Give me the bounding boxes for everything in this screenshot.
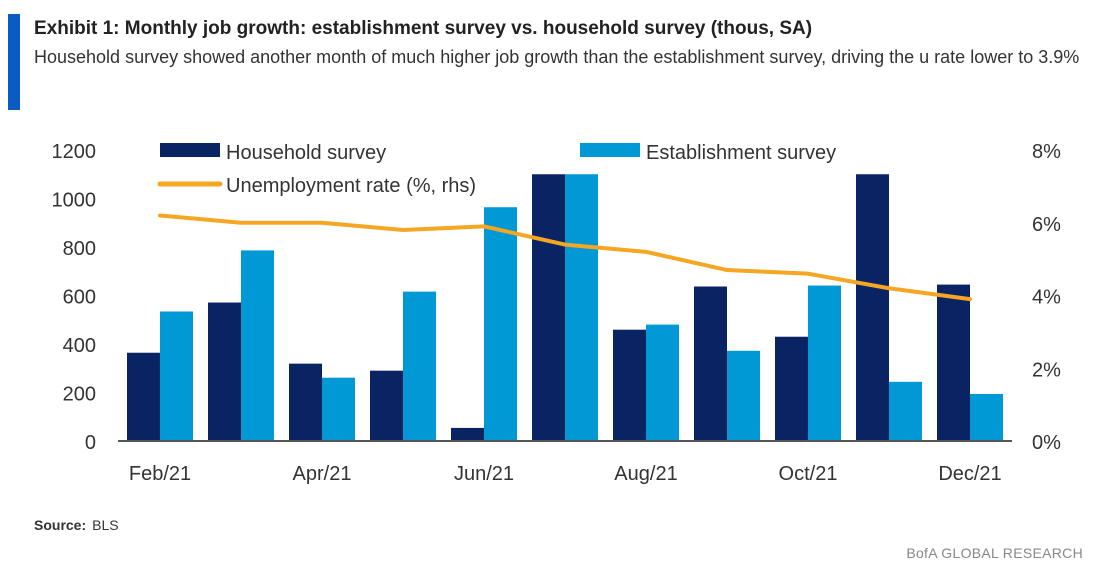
- establishment-bar-may-21: [403, 291, 436, 441]
- household-bar-oct-21: [775, 336, 808, 441]
- brand-footer: BofA GLOBAL RESEARCH: [906, 545, 1083, 561]
- x-tick-label: Feb/21: [129, 463, 191, 485]
- y2-tick-label: 0%: [1032, 432, 1061, 454]
- chart-title: Exhibit 1: Monthly job growth: establish…: [34, 18, 813, 39]
- x-tick-label: Dec/21: [938, 463, 1001, 485]
- x-tick-label: Apr/21: [293, 463, 352, 485]
- y2-tick-label: 6%: [1032, 214, 1061, 236]
- title-accent-bar: [8, 14, 20, 110]
- establishment-bar-sep-21: [727, 350, 760, 441]
- household-bar-aug-21: [613, 329, 646, 441]
- establishment-bar-feb-21: [160, 311, 193, 441]
- y2-tick-label: 4%: [1032, 287, 1061, 309]
- household-bar-may-21: [370, 370, 403, 441]
- establishment-bar-dec-21: [970, 393, 1003, 441]
- legend: Household survey Establishment survey Un…: [157, 142, 836, 197]
- source-label: Source:: [34, 517, 87, 533]
- legend-label-establishment: Establishment survey: [646, 142, 836, 164]
- x-tick-label: Oct/21: [779, 463, 838, 485]
- household-bar-dec-21: [937, 284, 970, 441]
- source-note: Source: BLS: [34, 517, 119, 533]
- household-bar-nov-21: [856, 174, 889, 441]
- household-bar-feb-21: [127, 352, 160, 441]
- household-bar-jul-21: [532, 174, 565, 441]
- y-tick-label: 800: [63, 238, 96, 260]
- household-bar-mar-21: [208, 302, 241, 441]
- establishment-bar-jun-21: [484, 207, 517, 441]
- y-tick-label: 0: [85, 432, 96, 454]
- legend-label-household: Household survey: [226, 142, 386, 164]
- household-bar-apr-21: [289, 363, 322, 441]
- y-tick-label: 600: [63, 287, 96, 309]
- x-tick-label: Jun/21: [454, 463, 514, 485]
- establishment-bar-nov-21: [889, 381, 922, 441]
- legend-swatch-establishment: [580, 143, 640, 157]
- y2-tick-label: 2%: [1032, 359, 1061, 381]
- household-bar-jun-21: [451, 427, 484, 441]
- y-tick-label: 200: [63, 384, 96, 406]
- y2-tick-label: 8%: [1032, 141, 1061, 163]
- source-value: BLS: [92, 517, 119, 533]
- y-tick-label: 1000: [52, 190, 97, 212]
- x-tick-label: Aug/21: [614, 463, 677, 485]
- y-tick-label: 1200: [52, 141, 97, 163]
- establishment-bar-mar-21: [241, 250, 274, 441]
- establishment-bar-oct-21: [808, 285, 841, 441]
- household-bar-sep-21: [694, 286, 727, 441]
- legend-swatch-household: [160, 143, 220, 157]
- establishment-bar-apr-21: [322, 377, 355, 441]
- chart-subtitle: Household survey showed another month of…: [34, 47, 1080, 67]
- y-tick-label: 400: [63, 335, 96, 357]
- establishment-bar-jul-21: [565, 174, 598, 441]
- legend-label-unemployment: Unemployment rate (%, rhs): [226, 175, 476, 197]
- establishment-bar-aug-21: [646, 324, 679, 441]
